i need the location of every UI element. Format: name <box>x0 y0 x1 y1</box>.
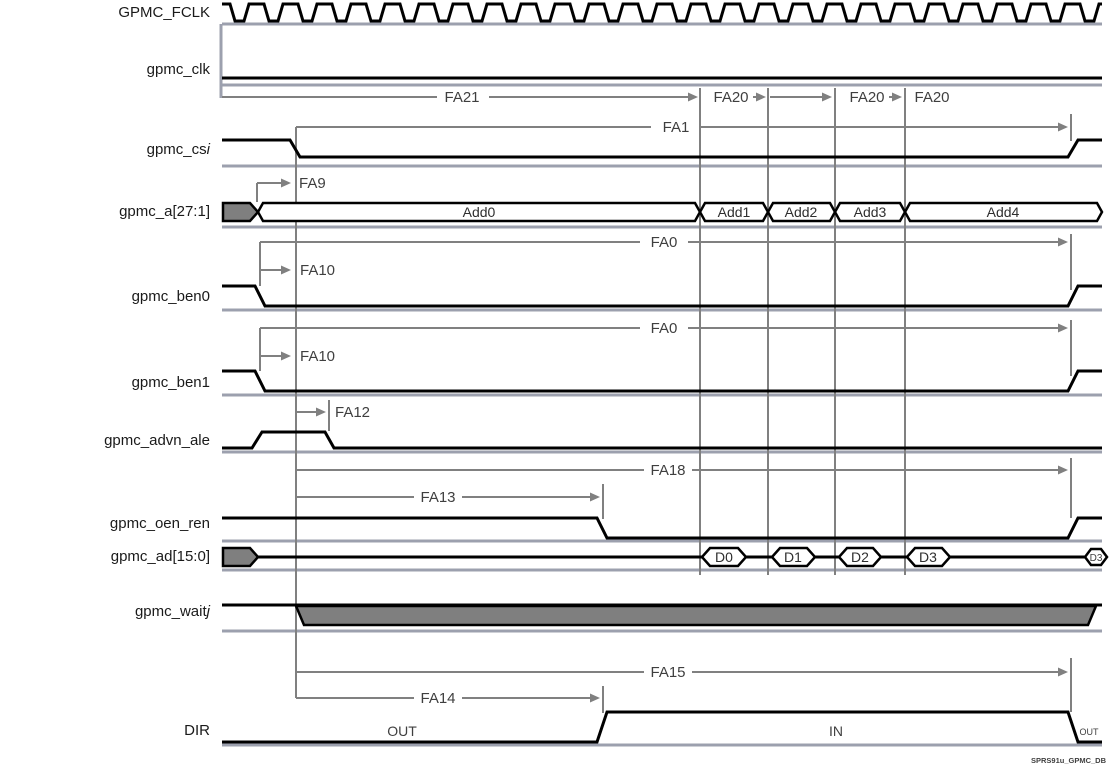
fa15-arrowhead <box>1058 667 1068 677</box>
address-bus: Add0 Add1 Add2 Add3 Add4 <box>221 201 1104 223</box>
fa12-label: FA12 <box>335 404 370 421</box>
label-dir: DIR <box>184 722 210 739</box>
label-gpmc-wait: gpmc_waitj <box>135 603 211 620</box>
label-gpmc-clk: gpmc_clk <box>147 61 211 78</box>
signal-labels: GPMC_FCLK gpmc_clk gpmc_csi gpmc_a[27:1]… <box>104 4 211 739</box>
fa20-arrowhead-2 <box>822 92 832 102</box>
fa14-label: FA14 <box>420 690 455 707</box>
row-baselines <box>219 22 1102 747</box>
fa0-ben1-arrowhead <box>1058 323 1068 333</box>
a-bus-value-add0: Add0 <box>463 204 496 220</box>
fa0-ben1-label: FA0 <box>651 320 678 337</box>
figure-watermark: SPRS91u_GPMC_DB <box>1031 756 1107 765</box>
fa20-label-1: FA20 <box>713 89 748 106</box>
fa20-arrowhead-3 <box>892 92 902 102</box>
fa15-label: FA15 <box>650 664 685 681</box>
fa18-arrowhead <box>1058 465 1068 475</box>
a-bus-value-add1: Add1 <box>718 204 751 220</box>
fa10-ben1-arrowhead <box>281 351 291 361</box>
waveforms <box>222 2 1102 744</box>
oen-ren-wave <box>222 516 1102 540</box>
fa1-label: FA1 <box>663 119 690 136</box>
advn-ale-wave <box>222 430 1102 450</box>
fa20-label-3: FA20 <box>914 89 949 106</box>
dir-state-out-end: OUT <box>1080 727 1100 737</box>
label-gpmc-cs: gpmc_csi <box>147 141 211 158</box>
fa13-label: FA13 <box>420 489 455 506</box>
fa21-label: FA21 <box>444 89 479 106</box>
label-gpmc-fclk: GPMC_FCLK <box>118 4 210 21</box>
dir-state-out: OUT <box>387 723 417 739</box>
ben0-wave <box>222 284 1102 308</box>
dir-state-in: IN <box>829 723 843 739</box>
label-gpmc-a: gpmc_a[27:1] <box>119 203 210 220</box>
label-gpmc-oen-ren: gpmc_oen_ren <box>110 515 210 532</box>
ad-bus-value-d3-end: D3 <box>1090 553 1103 564</box>
label-gpmc-ben1: gpmc_ben1 <box>132 374 210 391</box>
ad-bus-cell-d1 <box>770 546 817 568</box>
ad-bus-cell-d0 <box>700 546 748 568</box>
fa20-arrowhead-1 <box>756 92 766 102</box>
fa10-ben0-arrowhead <box>281 265 291 275</box>
a-bus-cell-add4 <box>903 201 1104 223</box>
ben1-wave <box>222 369 1102 393</box>
a-bus-value-add2: Add2 <box>785 204 818 220</box>
ad-bus-value-d1: D1 <box>784 549 802 565</box>
fa21-arrowhead <box>688 92 698 102</box>
ad-bus-dontcare-blob <box>221 546 260 568</box>
wait-dontcare-band <box>294 604 1098 627</box>
label-gpmc-ad: gpmc_ad[15:0] <box>111 548 210 565</box>
dir-state-labels: OUT IN OUT <box>387 723 1099 739</box>
fa18-label: FA18 <box>650 462 685 479</box>
ad-bus-cell-d3-end <box>1083 547 1109 567</box>
fa10-ben1-label: FA10 <box>300 348 335 365</box>
fa20-label-2: FA20 <box>849 89 884 106</box>
fa9-arrowhead <box>281 178 291 188</box>
fclk-wave <box>222 2 1102 23</box>
fa1-arrowhead <box>1058 122 1068 132</box>
fa0-ben0-arrowhead <box>1058 237 1068 247</box>
ad-bus-value-d0: D0 <box>715 549 733 565</box>
fa9-label: FA9 <box>299 175 326 192</box>
fa12-arrowhead <box>316 407 326 417</box>
cs-wave <box>222 138 1102 159</box>
ad-bus-value-d3: D3 <box>919 549 937 565</box>
ad-bus-cell-d3 <box>905 546 952 568</box>
label-gpmc-ben0: gpmc_ben0 <box>132 288 210 305</box>
a-bus-value-add3: Add3 <box>854 204 887 220</box>
fa14-arrowhead <box>590 693 600 703</box>
fa13-arrowhead <box>590 492 600 502</box>
timing-measurements: FA21 FA20 FA20 FA20 FA1 FA9 FA0 FA10 <box>222 89 1072 713</box>
fa10-ben0-label: FA10 <box>300 262 335 279</box>
ad-bus-cell-d2 <box>837 546 883 568</box>
a-bus-dontcare-blob <box>221 201 260 223</box>
label-gpmc-advn-ale: gpmc_advn_ale <box>104 432 210 449</box>
a-bus-value-add4: Add4 <box>987 204 1020 220</box>
ad-bus-value-d2: D2 <box>851 549 869 565</box>
dir-wave <box>222 710 1102 744</box>
data-bus: D0 D1 D2 D3 D3 <box>221 546 1109 568</box>
fa0-ben0-label: FA0 <box>651 234 678 251</box>
